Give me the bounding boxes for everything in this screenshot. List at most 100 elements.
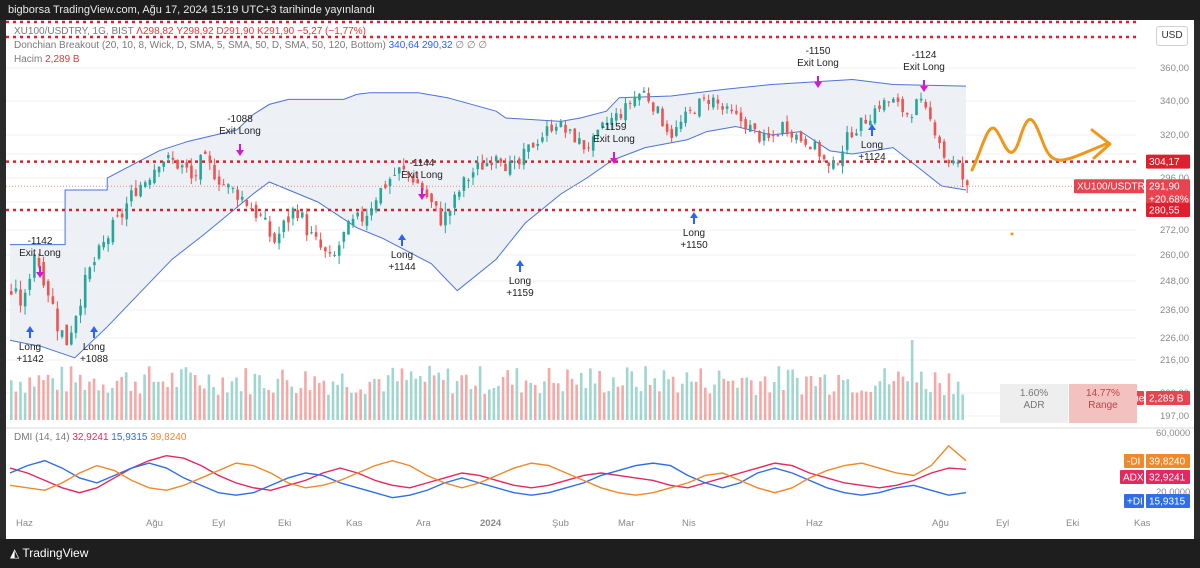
candle-body (952, 160, 955, 164)
volume-bar (386, 375, 390, 420)
candle-body (901, 98, 904, 113)
volume-bar (552, 382, 555, 420)
price-badge-text: 291,90 (1149, 182, 1180, 193)
volume-bar (938, 383, 942, 420)
donchian-legend: Donchian Breakout (20, 10, 8, Wick, D, S… (14, 40, 487, 51)
candle-body (721, 106, 724, 110)
adr-value: 1.60% (1019, 388, 1049, 399)
candle-body (762, 133, 766, 141)
candle-body (490, 162, 493, 166)
candle-body (208, 155, 212, 163)
signal-value: +1159 (506, 288, 534, 299)
donchian-label: Donchian Breakout (20, 10, 8, Wick, D, S… (14, 40, 386, 51)
mdi-tag-badge-text: -DI (1127, 457, 1140, 468)
time-tick-label: Ara (416, 518, 432, 529)
volume-bar (469, 388, 473, 420)
volume-bar (193, 375, 197, 420)
volume-bar (42, 380, 45, 420)
price-tick-label: 226,00 (1160, 333, 1189, 344)
signal-value: -1150 (806, 46, 831, 57)
volume-bar (373, 378, 376, 420)
pdi-tag-badge-text: +DI (1127, 497, 1143, 508)
candle-body (744, 119, 747, 130)
support-resistance-lines (6, 20, 1136, 212)
long-signal: Long+1124 (858, 124, 886, 163)
candle-body (74, 316, 78, 333)
candle-body (619, 114, 623, 119)
volume-bar (304, 371, 307, 420)
volume-bar (345, 386, 349, 420)
time-tick-label: Ağu (932, 518, 949, 529)
volume-bar (933, 372, 937, 420)
candle-body (887, 101, 891, 103)
candle-body (494, 156, 498, 162)
forecast-dot (1010, 232, 1014, 236)
candle-body (102, 241, 105, 248)
volume-bar (653, 378, 657, 420)
candle-body (240, 196, 244, 200)
candle-body (310, 232, 313, 234)
volume-bar (759, 381, 762, 420)
volume-bar (924, 388, 928, 420)
volume-bar (947, 373, 951, 420)
volume-bar (189, 372, 192, 420)
candle-body (615, 113, 618, 121)
volume-bar (249, 394, 252, 420)
dmi-legend: DMI (14, 14) 32,9241 15,9315 39,8240 (14, 432, 186, 443)
price-tick-label: 197,00 (1160, 411, 1189, 422)
candle-body (725, 106, 729, 109)
candle-body (804, 138, 807, 145)
volume-bar (648, 384, 652, 420)
candle-body (134, 188, 138, 196)
candle-body (748, 124, 752, 132)
volume-bar (161, 381, 165, 420)
candle-body (194, 175, 198, 177)
candle-body (642, 90, 646, 93)
currency-button[interactable]: USD (1156, 26, 1188, 46)
volume-bar (533, 385, 537, 420)
volume-bar (492, 388, 496, 420)
time-tick-label: Mar (618, 518, 634, 529)
volume-bar (340, 373, 344, 420)
candle-body (933, 122, 937, 136)
volume-bar (23, 392, 27, 420)
candle-body (236, 189, 239, 200)
volume-bar (391, 367, 395, 420)
candle-body (499, 158, 503, 163)
forecast-arrowhead-icon (1090, 128, 1112, 160)
volume-bar (699, 368, 703, 420)
candle-body (333, 254, 336, 256)
candle-body (384, 184, 387, 188)
volume-bar (313, 376, 316, 420)
volume-bar (212, 386, 215, 420)
candle-body (878, 105, 881, 109)
resistance-badge-text: 304,17 (1149, 157, 1180, 168)
candle-body (651, 102, 655, 112)
candle-body (254, 204, 258, 218)
candle-body (439, 207, 443, 226)
volume-bar (708, 393, 712, 420)
publish-text: bigborsa TradingView.com, Ağu 17, 2024 1… (8, 4, 376, 16)
candle-body (813, 141, 817, 150)
volume-bar (465, 374, 468, 420)
candle-body (471, 172, 475, 178)
chart-panel[interactable]: Long +1142 -1142 Exit Long Long +1088 -1088 Exi… (6, 20, 1194, 539)
signal-text: Exit Long (593, 134, 635, 145)
candle-body (314, 232, 318, 237)
volume-bar (864, 391, 868, 420)
candle-body (716, 99, 720, 104)
volume-bar (101, 384, 105, 420)
time-tick-label: Nis (682, 518, 696, 529)
volume-bar (768, 392, 771, 420)
pdi-tag-badge-bg (1124, 494, 1144, 508)
resistance-badge-bg (1146, 154, 1190, 169)
candle-body (808, 146, 812, 150)
time-tick-label: Kas (346, 518, 363, 529)
volume-bar (290, 386, 293, 420)
arrow-up-icon (516, 260, 524, 272)
candle-body (365, 215, 369, 226)
candle-body (605, 122, 609, 125)
long-signal: Long+1159 (506, 260, 534, 299)
